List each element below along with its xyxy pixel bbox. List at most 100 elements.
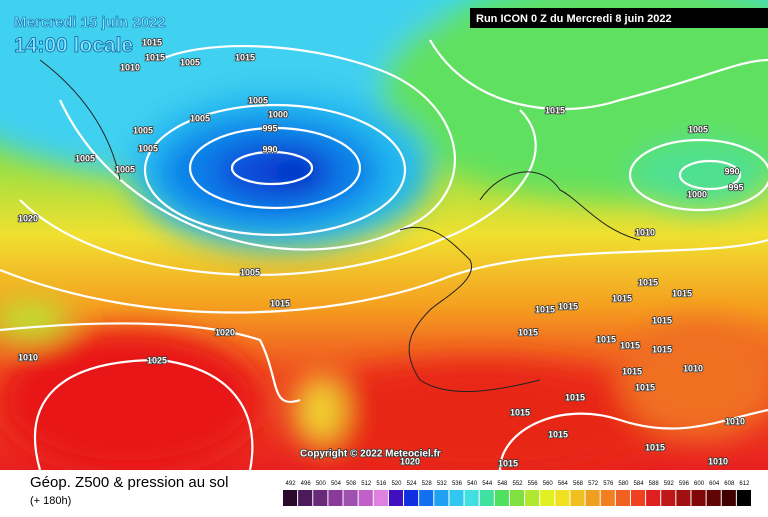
scale-swatch bbox=[676, 490, 691, 506]
scale-swatch bbox=[691, 490, 706, 506]
isobar-label: 1015 bbox=[565, 392, 585, 402]
scale-label: 540 bbox=[467, 481, 478, 487]
legend-subtitle: (+ 180h) bbox=[30, 495, 71, 507]
isobar-label: 1005 bbox=[180, 57, 200, 67]
scale-label: 568 bbox=[573, 481, 584, 487]
scale-swatch bbox=[555, 490, 570, 506]
isobar-label: 1015 bbox=[142, 37, 162, 47]
isobar-label: 1005 bbox=[115, 164, 135, 174]
scale-label: 600 bbox=[694, 481, 705, 487]
isobar-label: 1015 bbox=[672, 288, 692, 298]
scale-label: 612 bbox=[739, 481, 750, 487]
isobar-label: 995 bbox=[262, 123, 277, 133]
scale-swatch bbox=[630, 490, 646, 506]
isobar-label: 1015 bbox=[612, 293, 632, 303]
scale-label: 576 bbox=[603, 481, 614, 487]
local-time: 14:00 locale bbox=[14, 34, 133, 57]
scale-swatch bbox=[343, 490, 358, 506]
scale-swatch bbox=[615, 490, 630, 506]
scale-label: 556 bbox=[528, 481, 539, 487]
scale-swatch bbox=[298, 490, 313, 506]
legend-title: Géop. Z500 & pression au sol bbox=[30, 474, 228, 491]
isobar-label: 1015 bbox=[558, 301, 578, 311]
isobar-label: 1005 bbox=[75, 153, 95, 163]
isobar-label: 1020 bbox=[215, 327, 235, 337]
coastlines bbox=[39, 59, 641, 393]
scale-swatch bbox=[464, 490, 479, 506]
scale-swatch bbox=[434, 490, 449, 506]
scale-label: 604 bbox=[709, 481, 720, 487]
scale-swatch bbox=[570, 490, 585, 506]
isobar-label: 1005 bbox=[248, 95, 268, 105]
scale-label: 496 bbox=[301, 481, 312, 487]
scale-label: 580 bbox=[618, 481, 629, 487]
scale-label: 500 bbox=[316, 481, 327, 487]
scale-label: 532 bbox=[437, 481, 448, 487]
isobar-label: 1015 bbox=[548, 429, 568, 439]
scale-swatch bbox=[479, 490, 494, 506]
isobar-label: 1015 bbox=[545, 105, 565, 115]
scale-label: 512 bbox=[361, 481, 372, 487]
scale-label: 528 bbox=[422, 481, 433, 487]
scale-label: 524 bbox=[407, 481, 418, 487]
isobar-label: 1015 bbox=[645, 442, 665, 452]
copyright: Copyright © 2022 Meteociel.fr bbox=[300, 449, 441, 460]
scale-swatch bbox=[373, 490, 388, 506]
scale-swatch bbox=[721, 490, 736, 506]
isobar-label: 1015 bbox=[620, 340, 640, 350]
scale-label: 520 bbox=[391, 481, 402, 487]
isobar-label: 1015 bbox=[596, 334, 616, 344]
isobar-label: 1020 bbox=[400, 456, 420, 466]
scale-swatch bbox=[540, 490, 555, 506]
isobar-label: 1015 bbox=[498, 458, 518, 468]
scale-swatch bbox=[494, 490, 509, 506]
scale-label: 560 bbox=[543, 481, 554, 487]
scale-label: 584 bbox=[634, 481, 645, 487]
scale-label: 572 bbox=[588, 481, 599, 487]
isobar-label: 1010 bbox=[683, 363, 703, 373]
isobar-label: 995 bbox=[728, 182, 743, 192]
isobar-label: 1005 bbox=[138, 143, 158, 153]
scale-label: 492 bbox=[286, 481, 297, 487]
isobar-label: 1005 bbox=[190, 113, 210, 123]
isobar-label: 1000 bbox=[268, 109, 288, 119]
isobar-label: 1015 bbox=[270, 298, 290, 308]
isobar-label: 1015 bbox=[622, 366, 642, 376]
isobar-label: 1000 bbox=[687, 189, 707, 199]
isobar-label: 1010 bbox=[635, 227, 655, 237]
isobar-label: 1010 bbox=[120, 62, 140, 72]
scale-label: 564 bbox=[558, 481, 569, 487]
scale-swatch bbox=[449, 490, 464, 506]
isobar-label: 1010 bbox=[708, 456, 728, 466]
scale-swatch bbox=[706, 490, 721, 506]
isobar-label: 1020 bbox=[18, 213, 38, 223]
scale-swatch bbox=[585, 490, 600, 506]
scale-swatch bbox=[661, 490, 676, 506]
scale-label: 548 bbox=[497, 481, 508, 487]
scale-swatch bbox=[283, 490, 298, 506]
isobar-label: 1015 bbox=[235, 52, 255, 62]
isobar-label: 1005 bbox=[240, 267, 260, 277]
isobar-label: 1015 bbox=[638, 277, 658, 287]
isobar-label: 1010 bbox=[18, 352, 38, 362]
scale-swatch bbox=[509, 490, 525, 506]
scale-swatch bbox=[388, 490, 404, 506]
scale-label: 552 bbox=[512, 481, 523, 487]
scale-swatch bbox=[736, 490, 751, 506]
field bbox=[0, 0, 768, 470]
isobar-label: 1005 bbox=[688, 124, 708, 134]
isobar-label: 990 bbox=[724, 166, 739, 176]
scale-swatch bbox=[419, 490, 434, 506]
scale-swatch bbox=[600, 490, 615, 506]
scale-label: 608 bbox=[724, 481, 735, 487]
scale-label: 504 bbox=[331, 481, 342, 487]
run-info: Run ICON 0 Z du Mercredi 8 juin 2022 bbox=[476, 13, 672, 25]
scale-swatch bbox=[646, 490, 661, 506]
isobar-label: 1005 bbox=[133, 125, 153, 135]
isobar-label: 1015 bbox=[652, 315, 672, 325]
isobar-label: 1010 bbox=[725, 416, 745, 426]
scale-swatch bbox=[313, 490, 328, 506]
scale-swatch bbox=[525, 490, 540, 506]
scale-label: 508 bbox=[346, 481, 357, 487]
